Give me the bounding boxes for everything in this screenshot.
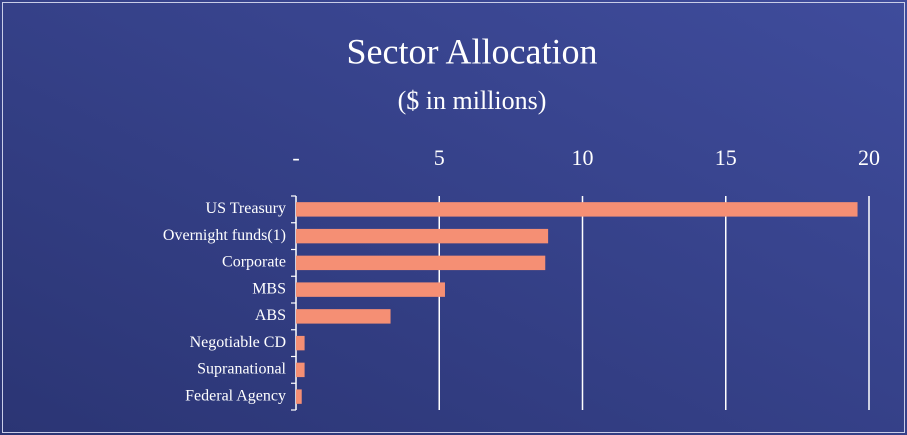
bar (296, 202, 858, 217)
bar (296, 282, 445, 297)
y-tick-label: Federal Agency (185, 387, 286, 404)
bar (296, 335, 305, 351)
bar (296, 309, 391, 324)
x-tick-label: 20 (858, 145, 880, 170)
bar (296, 228, 549, 244)
y-tick-label: Supranational (197, 361, 286, 378)
y-tick-label: Overnight funds(1) (163, 227, 286, 244)
y-tick-label: MBS (252, 280, 286, 297)
bar (296, 362, 305, 378)
x-tick-label: - (292, 145, 299, 170)
x-tick-label: 10 (572, 145, 594, 170)
chart-subtitle: ($ in millions) (398, 86, 547, 115)
y-tick-label: US Treasury (206, 200, 286, 217)
bar (296, 389, 302, 404)
y-tick-label: Negotiable CD (190, 334, 286, 351)
x-tick-label: 5 (434, 145, 445, 170)
y-tick-label: Corporate (222, 254, 286, 271)
bar (296, 255, 546, 271)
x-tick-label: 15 (715, 145, 737, 170)
y-tick-label: ABS (255, 307, 286, 324)
chart-title: Sector Allocation (347, 31, 598, 71)
